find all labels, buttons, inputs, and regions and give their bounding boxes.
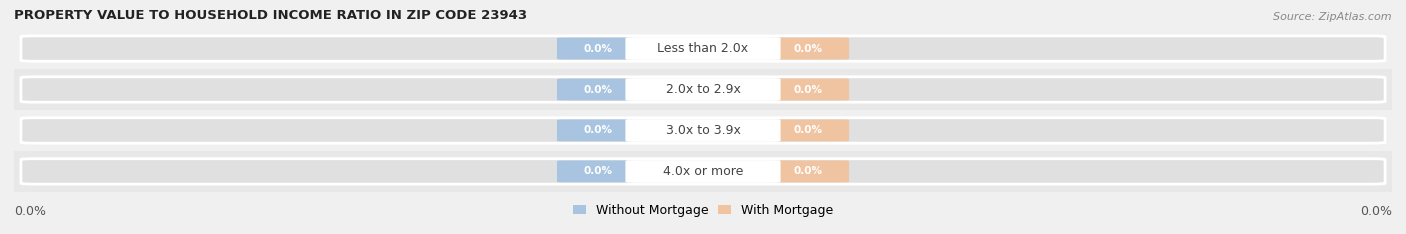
Text: 0.0%: 0.0% bbox=[793, 125, 823, 135]
Text: Less than 2.0x: Less than 2.0x bbox=[658, 42, 748, 55]
FancyBboxPatch shape bbox=[768, 38, 849, 59]
FancyBboxPatch shape bbox=[21, 36, 1385, 61]
Text: PROPERTY VALUE TO HOUSEHOLD INCOME RATIO IN ZIP CODE 23943: PROPERTY VALUE TO HOUSEHOLD INCOME RATIO… bbox=[14, 8, 527, 22]
FancyBboxPatch shape bbox=[24, 118, 1382, 143]
FancyBboxPatch shape bbox=[24, 159, 1382, 184]
Text: 0.0%: 0.0% bbox=[583, 125, 613, 135]
FancyBboxPatch shape bbox=[768, 161, 849, 182]
FancyBboxPatch shape bbox=[626, 161, 780, 182]
FancyBboxPatch shape bbox=[557, 38, 638, 59]
FancyBboxPatch shape bbox=[626, 79, 780, 100]
Text: 0.0%: 0.0% bbox=[583, 166, 613, 176]
FancyBboxPatch shape bbox=[24, 36, 1382, 61]
FancyBboxPatch shape bbox=[21, 159, 1385, 184]
Text: Source: ZipAtlas.com: Source: ZipAtlas.com bbox=[1274, 11, 1392, 22]
Text: 0.0%: 0.0% bbox=[14, 205, 46, 218]
Text: 2.0x to 2.9x: 2.0x to 2.9x bbox=[665, 83, 741, 96]
FancyBboxPatch shape bbox=[557, 79, 638, 100]
FancyBboxPatch shape bbox=[626, 38, 780, 59]
Text: 3.0x to 3.9x: 3.0x to 3.9x bbox=[665, 124, 741, 137]
Text: 0.0%: 0.0% bbox=[793, 166, 823, 176]
Bar bbox=[14, 69, 1392, 110]
Text: 0.0%: 0.0% bbox=[1360, 205, 1392, 218]
Text: 0.0%: 0.0% bbox=[793, 84, 823, 95]
FancyBboxPatch shape bbox=[768, 79, 849, 100]
Legend: Without Mortgage, With Mortgage: Without Mortgage, With Mortgage bbox=[568, 199, 838, 222]
FancyBboxPatch shape bbox=[24, 77, 1382, 102]
FancyBboxPatch shape bbox=[557, 161, 638, 182]
FancyBboxPatch shape bbox=[626, 120, 780, 141]
Bar bbox=[14, 28, 1392, 69]
FancyBboxPatch shape bbox=[768, 120, 849, 141]
FancyBboxPatch shape bbox=[557, 120, 638, 141]
Bar bbox=[14, 110, 1392, 151]
Text: 0.0%: 0.0% bbox=[583, 44, 613, 54]
FancyBboxPatch shape bbox=[21, 118, 1385, 143]
Bar bbox=[14, 151, 1392, 192]
Text: 0.0%: 0.0% bbox=[583, 84, 613, 95]
Text: 4.0x or more: 4.0x or more bbox=[662, 165, 744, 178]
FancyBboxPatch shape bbox=[21, 77, 1385, 102]
Text: 0.0%: 0.0% bbox=[793, 44, 823, 54]
